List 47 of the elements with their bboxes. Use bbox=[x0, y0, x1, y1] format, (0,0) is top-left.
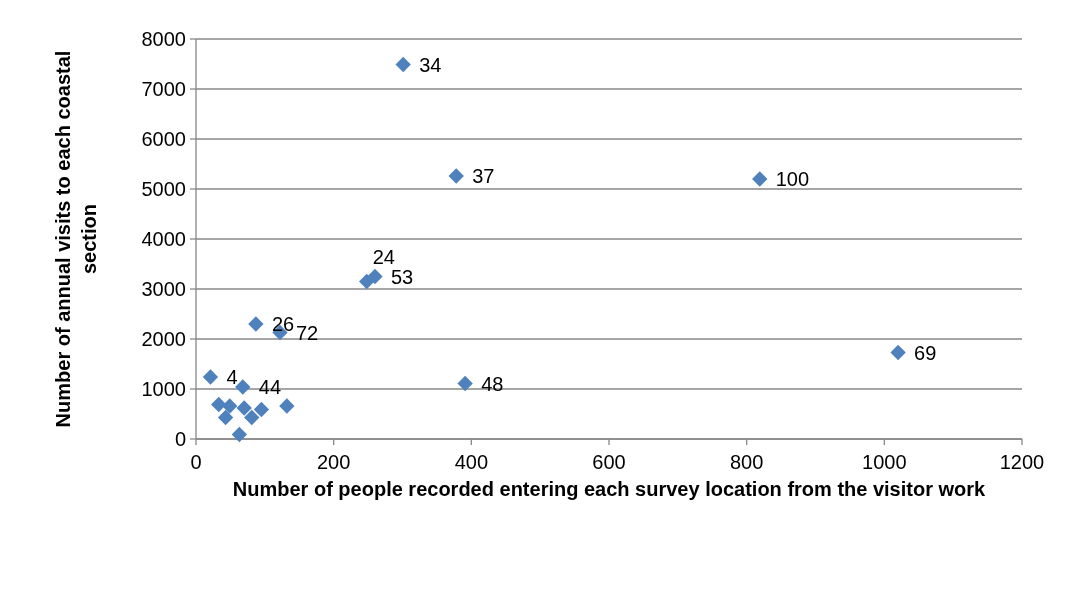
x-tick-label: 600 bbox=[592, 451, 626, 473]
x-tick-label: 0 bbox=[190, 451, 202, 473]
point bbox=[211, 396, 227, 413]
annotation: 72 bbox=[295, 321, 319, 344]
point bbox=[236, 400, 252, 416]
y-tick-label: 8000 bbox=[141, 28, 186, 50]
annotation: 48 bbox=[481, 372, 504, 395]
y-tick-label: 7000 bbox=[141, 78, 186, 100]
point bbox=[890, 344, 906, 361]
y-tick-label: 3000 bbox=[141, 278, 186, 300]
point bbox=[279, 398, 295, 414]
x-tick-label: 200 bbox=[316, 451, 351, 473]
y-tick-label: 1000 bbox=[141, 378, 186, 400]
annotation: 24 bbox=[372, 245, 395, 268]
point bbox=[457, 375, 473, 392]
point bbox=[253, 401, 270, 418]
annotation: 26 bbox=[271, 313, 295, 335]
annotation: 69 bbox=[914, 341, 937, 364]
y-tick-label: 4000 bbox=[141, 228, 186, 250]
point bbox=[752, 171, 768, 187]
annotation: 34 bbox=[419, 53, 442, 76]
y-axis-title: Number of annual visits to each coastal section bbox=[52, 50, 100, 428]
annotation: 37 bbox=[472, 165, 495, 187]
y-tick-label: 0 bbox=[174, 428, 186, 450]
y-tick-label: 6000 bbox=[141, 128, 186, 150]
annotation: 53 bbox=[390, 265, 414, 288]
annotation: 100 bbox=[775, 168, 810, 190]
point bbox=[367, 268, 383, 285]
x-axis-title: Number of people recorded entering each survey location from the visitor work bbox=[232, 478, 987, 500]
annotation: 4 bbox=[226, 366, 238, 388]
annotation: 44 bbox=[258, 376, 282, 398]
y-tick-label: 2000 bbox=[141, 328, 186, 350]
x-tick-label: 800 bbox=[729, 451, 764, 473]
point bbox=[217, 409, 234, 426]
y-tick-label: 5000 bbox=[141, 178, 186, 200]
point bbox=[448, 168, 464, 184]
point bbox=[235, 379, 251, 395]
point bbox=[248, 316, 264, 332]
x-tick-label: 400 bbox=[454, 451, 489, 473]
x-tick-label: 1000 bbox=[862, 451, 907, 473]
x-tick-label: 1200 bbox=[999, 451, 1045, 473]
point bbox=[359, 273, 375, 290]
point bbox=[244, 409, 260, 426]
point bbox=[222, 398, 238, 414]
point bbox=[395, 56, 411, 73]
point bbox=[231, 426, 248, 443]
point bbox=[202, 369, 219, 385]
